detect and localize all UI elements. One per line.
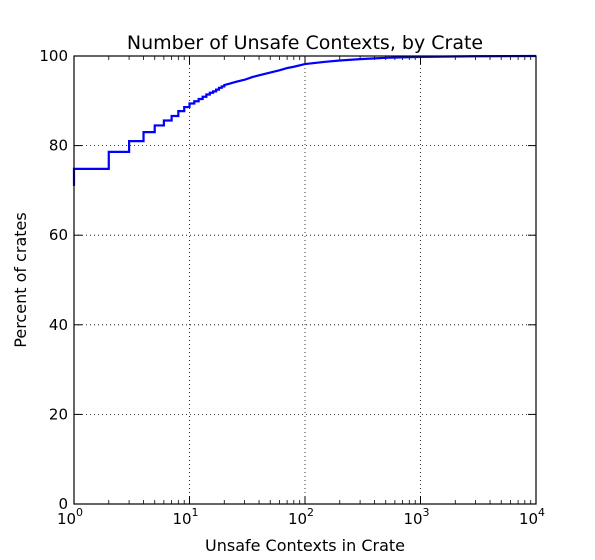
x-tick-exponent: 1 bbox=[192, 506, 199, 519]
x-tick-base: 10 bbox=[57, 510, 76, 528]
x-tick-base: 10 bbox=[172, 510, 191, 528]
plot-frame bbox=[73, 55, 537, 505]
grid bbox=[73, 55, 537, 505]
y-tick-label: 60 bbox=[49, 226, 68, 244]
chart-title: Number of Unsafe Contexts, by Crate bbox=[127, 32, 483, 54]
y-axis-label: Percent of crates bbox=[11, 212, 30, 347]
x-tick-label: 100 bbox=[57, 506, 83, 528]
x-tick-base: 10 bbox=[519, 510, 538, 528]
y-tick-label: 20 bbox=[49, 405, 68, 423]
x-tick-exponent: 0 bbox=[76, 506, 83, 519]
x-tick-exponent: 3 bbox=[423, 506, 430, 519]
x-tick-label: 104 bbox=[519, 506, 545, 528]
y-tick-label: 40 bbox=[49, 316, 68, 334]
x-axis-label: Unsafe Contexts in Crate bbox=[205, 536, 405, 555]
x-tick-label: 101 bbox=[172, 506, 198, 528]
y-tick-label: 100 bbox=[39, 47, 68, 65]
x-tick-exponent: 2 bbox=[307, 506, 314, 519]
series-layer bbox=[72, 54, 537, 186]
series-line bbox=[72, 54, 537, 186]
x-tick-label: 102 bbox=[288, 506, 314, 528]
y-tick-label: 80 bbox=[49, 137, 68, 155]
x-tick-base: 10 bbox=[403, 510, 422, 528]
x-tick-exponent: 4 bbox=[538, 506, 545, 519]
x-tick-label: 103 bbox=[403, 506, 429, 528]
y-tick-label: 0 bbox=[58, 495, 68, 513]
x-tick-base: 10 bbox=[288, 510, 307, 528]
